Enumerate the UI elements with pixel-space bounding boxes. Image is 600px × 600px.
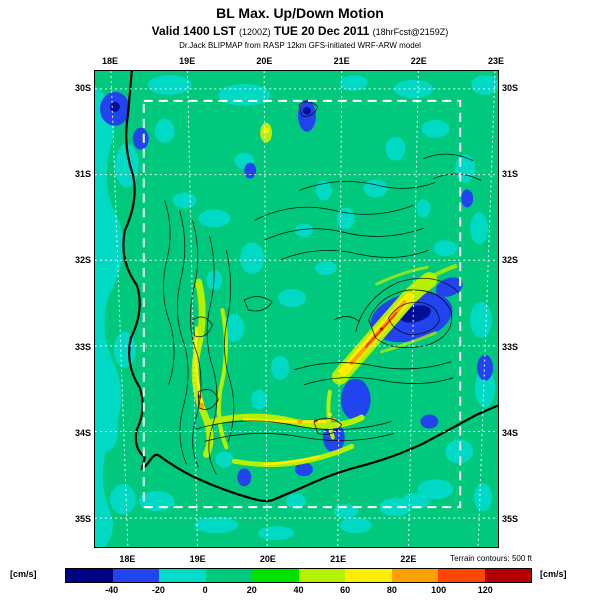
colorbar-segment <box>112 569 159 582</box>
lon-tick-bottom: 21E <box>330 554 347 564</box>
lat-tick-right: 34S <box>502 427 519 438</box>
lat-tick-right: 33S <box>502 341 519 352</box>
lon-tick-top: 23E <box>487 56 505 66</box>
colorbar-units-right: [cm/s] <box>540 569 567 579</box>
colorbar-tick: -20 <box>151 585 165 595</box>
colorbar-tick: 20 <box>246 585 257 595</box>
lat-tick-right: 31S <box>502 169 519 180</box>
colorbar-segment <box>438 569 485 582</box>
colorbar-tick: 0 <box>202 585 208 595</box>
map-plot-area <box>94 70 499 548</box>
lift-ridge-regions <box>191 264 458 468</box>
terrain-contours-note: Terrain contours: 500 ft <box>450 554 532 563</box>
colorbar-segment <box>484 569 531 582</box>
lat-tick-left: 32S <box>74 255 91 266</box>
lon-tick-top: 19E <box>179 56 196 66</box>
lat-tick-right: 32S <box>502 255 519 266</box>
lon-tick-bottom: 22E <box>400 554 417 564</box>
lat-tick-left: 34S <box>74 427 91 438</box>
colorbar-segment <box>252 569 299 582</box>
lon-tick-bottom: 18E <box>119 554 136 564</box>
valid-time-line: Valid 1400 LST (1200Z) TUE 20 Dec 2011 (… <box>0 24 600 38</box>
colorbar-segment <box>298 569 345 582</box>
colorbar-segment <box>205 569 252 582</box>
colorbar-tick: 40 <box>293 585 304 595</box>
valid-zulu: (1200Z) <box>239 27 271 37</box>
page-title: BL Max. Up/Down Motion <box>216 5 384 21</box>
valid-main-2: TUE 20 Dec 2011 <box>270 24 373 38</box>
lat-tick-left: 35S <box>74 514 91 524</box>
lat-tick-left: 31S <box>74 169 91 180</box>
colorbar-segment <box>159 569 206 582</box>
lat-tick-left: 33S <box>74 341 91 352</box>
valid-fcst-info: (18hrFcst@2159Z) <box>372 27 449 37</box>
colorbar-tick: 60 <box>340 585 351 595</box>
lon-tick-bottom: 20E <box>259 554 276 564</box>
lat-tick-right: 30S <box>502 83 519 93</box>
terrain-contours <box>163 101 482 475</box>
model-attribution-line: Dr.Jack BLIPMAP from RASP 12km GFS-initi… <box>179 41 421 50</box>
lat-tick-right: 35S <box>502 514 519 524</box>
colorbar-segment <box>391 569 438 582</box>
colorbar-tick: 120 <box>477 585 493 595</box>
lon-tick-top: 22E <box>410 56 427 66</box>
model-domain-outline <box>142 99 462 509</box>
colorbar-segment <box>345 569 392 582</box>
lon-tick-top: 20E <box>256 56 273 66</box>
colorbar-tick: 80 <box>386 585 397 595</box>
colorbar <box>65 568 532 583</box>
valid-main-1: Valid 1400 LST <box>151 24 240 38</box>
lat-tick-left: 30S <box>74 83 91 93</box>
blipmap-field <box>95 71 498 547</box>
lon-tick-bottom: 19E <box>189 554 206 564</box>
lon-tick-top: 18E <box>101 56 119 66</box>
colorbar-units-left: [cm/s] <box>10 569 37 579</box>
coastline <box>122 71 498 503</box>
colorbar-segment <box>66 569 113 582</box>
colorbar-tick: 100 <box>431 585 447 595</box>
colorbar-tick: -40 <box>105 585 119 595</box>
lon-tick-top: 21E <box>333 56 350 66</box>
